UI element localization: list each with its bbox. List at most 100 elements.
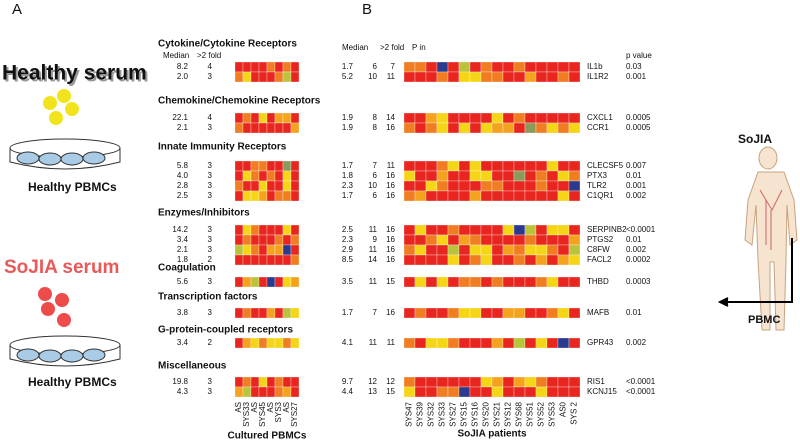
heat-cell bbox=[535, 386, 548, 398]
heat-cell bbox=[414, 386, 427, 398]
p-in: 11 bbox=[387, 161, 396, 170]
median: 4.4 bbox=[342, 387, 354, 396]
heat-cell bbox=[469, 190, 482, 202]
median: 2.1 bbox=[177, 245, 189, 254]
median: 1.7 bbox=[342, 191, 354, 200]
p-in: 15 bbox=[386, 387, 395, 396]
heat-cell bbox=[250, 376, 260, 388]
fold: 6 bbox=[373, 191, 378, 200]
heat-cell bbox=[524, 61, 537, 73]
heat-cell bbox=[282, 180, 292, 192]
heat-cell bbox=[557, 244, 570, 256]
median: 2.3 bbox=[342, 235, 354, 244]
heat-cell bbox=[234, 254, 244, 266]
heat-cell bbox=[469, 376, 482, 388]
median: 3.4 bbox=[177, 235, 189, 244]
heat-cell bbox=[282, 224, 292, 236]
heat-cell bbox=[513, 254, 526, 266]
heat-cell bbox=[513, 180, 526, 192]
column-label: SYS20 bbox=[482, 401, 491, 426]
heat-cell bbox=[274, 160, 284, 172]
p-value: 0.01 bbox=[626, 171, 642, 180]
heat-cell bbox=[513, 71, 526, 83]
heat-cell bbox=[535, 234, 548, 246]
heat-cell bbox=[266, 180, 276, 192]
gene: GPR43 bbox=[587, 338, 614, 347]
fold: 13 bbox=[368, 387, 377, 396]
heat-cell bbox=[502, 71, 515, 83]
fold: 10 bbox=[368, 181, 377, 190]
heat-cell bbox=[447, 386, 460, 398]
sojia-serum: SoJIA serum bbox=[4, 257, 119, 278]
heat-cell bbox=[250, 122, 260, 134]
heat-cell bbox=[568, 307, 581, 319]
heat-cell bbox=[403, 276, 416, 288]
gene: THBD bbox=[587, 277, 609, 286]
heat-cell bbox=[535, 71, 548, 83]
heat-cell bbox=[480, 376, 493, 388]
heat-cell bbox=[491, 122, 504, 134]
human-figure bbox=[744, 146, 798, 331]
heat-cell bbox=[491, 224, 504, 236]
heat-cell bbox=[491, 160, 504, 172]
heat-cell bbox=[266, 276, 276, 288]
gene: SERPINB2 bbox=[587, 225, 627, 234]
heat-cell bbox=[250, 112, 260, 124]
heat-cell bbox=[242, 276, 252, 288]
heat-cell bbox=[258, 71, 268, 83]
gene: RIS1 bbox=[587, 377, 605, 386]
heat-cell bbox=[250, 307, 260, 319]
p-in: 16 bbox=[386, 308, 395, 317]
heat-cell bbox=[469, 180, 482, 192]
heat-cell bbox=[458, 244, 471, 256]
gene: C8FW bbox=[587, 245, 610, 254]
heat-cell bbox=[250, 254, 260, 266]
header: P in bbox=[412, 43, 426, 52]
heat-cell bbox=[234, 180, 244, 192]
heat-cell bbox=[480, 337, 493, 349]
heat-cell bbox=[480, 386, 493, 398]
heat-cell bbox=[491, 234, 504, 246]
fold: 3 bbox=[208, 191, 213, 200]
column-label: AS bbox=[282, 402, 291, 413]
heat-cell bbox=[274, 122, 284, 134]
heat-cell bbox=[436, 337, 449, 349]
p-value: 0.0002 bbox=[626, 255, 651, 264]
fold: 2 bbox=[208, 255, 213, 264]
heat-cell bbox=[546, 190, 559, 202]
heat-cell bbox=[458, 276, 471, 288]
heat-cell bbox=[266, 254, 276, 266]
fold: 11 bbox=[369, 277, 378, 286]
heat-cell bbox=[557, 254, 570, 266]
heat-cell bbox=[436, 71, 449, 83]
heat-cell bbox=[480, 244, 493, 256]
heat-cell bbox=[513, 224, 526, 236]
heat-cell bbox=[491, 190, 504, 202]
heat-cell bbox=[480, 160, 493, 172]
heat-cell bbox=[524, 190, 537, 202]
heat-cell bbox=[290, 190, 300, 202]
heat-cell bbox=[436, 180, 449, 192]
heat-cell bbox=[425, 160, 438, 172]
fold: 14 bbox=[368, 255, 377, 264]
heat-cell bbox=[242, 190, 252, 202]
heat-cell bbox=[266, 61, 276, 73]
heat-cell bbox=[250, 71, 260, 83]
heat-cell bbox=[290, 122, 300, 134]
heat-cell bbox=[535, 337, 548, 349]
heat-cell bbox=[403, 307, 416, 319]
heat-cell bbox=[546, 122, 559, 134]
heat-cell bbox=[403, 122, 416, 134]
heat-cell bbox=[282, 307, 292, 319]
column-label: SYS33 bbox=[438, 401, 447, 426]
heat-cell bbox=[447, 224, 460, 236]
heat-cell bbox=[535, 244, 548, 256]
heat-cell bbox=[480, 234, 493, 246]
heat-cell bbox=[425, 180, 438, 192]
median: 3.4 bbox=[177, 338, 189, 347]
heat-cell bbox=[469, 276, 482, 288]
heat-cell bbox=[425, 244, 438, 256]
group-title: Coagulation bbox=[158, 263, 216, 274]
heat-cell bbox=[513, 386, 526, 398]
heat-cell bbox=[458, 112, 471, 124]
